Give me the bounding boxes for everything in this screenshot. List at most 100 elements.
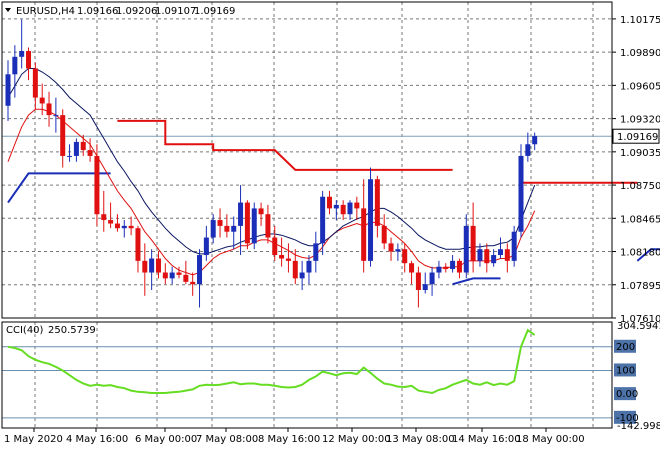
candle — [73, 138, 79, 162]
candle-body — [409, 263, 415, 273]
time-label: 13 May 08:00 — [386, 434, 455, 445]
candle-body — [197, 255, 203, 285]
candle-body — [456, 260, 462, 273]
candle — [415, 266, 421, 308]
cci-scale-label: -142.9987 — [617, 421, 660, 432]
candle-body — [285, 258, 291, 261]
candle — [347, 200, 353, 221]
candle-body — [320, 196, 326, 244]
candle-body — [504, 249, 510, 261]
candle — [313, 231, 319, 273]
price-label: 1.08750 — [620, 181, 660, 192]
candle-body — [183, 274, 189, 282]
price-label: 1.09890 — [620, 48, 660, 59]
candle-body — [251, 208, 257, 244]
ohlc-open: 1.09166 — [77, 6, 118, 17]
cci-scale-label: 200 — [616, 342, 635, 353]
candle — [258, 202, 264, 226]
candle — [162, 263, 168, 285]
cci-scale-label: 100 — [616, 365, 635, 376]
candle — [53, 97, 59, 133]
support-line — [636, 248, 660, 262]
candle-body — [470, 225, 476, 261]
candle-body — [429, 272, 435, 285]
candle-body — [484, 249, 490, 264]
candle-body — [231, 225, 237, 232]
candle-body — [39, 97, 45, 104]
candle-body — [217, 220, 223, 226]
candle — [285, 243, 291, 273]
candle — [326, 190, 332, 215]
candle-body — [121, 225, 127, 229]
price-label: 1.09605 — [620, 81, 660, 92]
ohlc-low: 1.09107 — [155, 6, 196, 17]
candle — [306, 255, 312, 285]
candle-body — [26, 50, 32, 69]
candle — [155, 251, 161, 279]
candle-body — [190, 281, 196, 285]
candle-body — [73, 141, 79, 156]
candle-body — [128, 225, 134, 229]
candle-body — [497, 249, 503, 256]
candle-body — [361, 208, 367, 261]
dropdown-triangle-icon[interactable] — [5, 8, 11, 12]
cci-scale-label: 304.5941 — [617, 321, 660, 332]
candle-body — [511, 231, 517, 261]
candle — [39, 83, 45, 116]
axes-labels: 1.10175 1.09890 1.09605 1.09320 1.09035 1.087… — [4, 15, 660, 445]
candle — [149, 249, 155, 291]
candle — [340, 200, 346, 221]
candle — [67, 144, 73, 162]
time-label: 8 May 16:00 — [258, 434, 320, 445]
candle — [210, 214, 216, 244]
candle — [450, 255, 456, 273]
candle — [244, 200, 250, 250]
candle-body — [224, 225, 230, 232]
candle — [443, 263, 449, 273]
candle — [402, 243, 408, 273]
candle-body — [135, 228, 141, 261]
candle-body — [299, 272, 305, 279]
candle — [388, 237, 394, 261]
candle-body — [19, 50, 25, 57]
candle-body — [354, 202, 360, 209]
candle-body — [368, 179, 374, 261]
chart-header: EURUSD,H4 1.09166 1.09206 1.09107 1.0916… — [5, 6, 235, 17]
time-label: 14 May 16:00 — [452, 434, 521, 445]
price-label: 1.07610 — [620, 314, 660, 325]
candle — [224, 214, 230, 238]
candle-body — [32, 68, 38, 98]
candle — [265, 204, 271, 244]
symbol-label: EURUSD,H4 — [16, 6, 75, 17]
candle-body — [101, 214, 107, 221]
candle — [238, 185, 244, 256]
candle — [436, 260, 442, 279]
candle — [197, 249, 203, 308]
cci-level-badge — [614, 410, 636, 424]
candle-body — [12, 56, 18, 75]
candle — [374, 175, 380, 238]
candle — [333, 200, 339, 221]
candle — [94, 144, 100, 226]
chart-grid — [2, 2, 612, 428]
current-price-box — [612, 128, 660, 144]
price-label: 1.08465 — [620, 214, 660, 225]
candle-body — [463, 225, 469, 273]
ma-fast-line — [7, 108, 536, 276]
candle-body — [415, 272, 421, 291]
candle-body — [347, 202, 353, 215]
candle — [484, 243, 490, 273]
ma-slow-line — [7, 68, 536, 255]
candle — [381, 214, 387, 250]
time-label: 6 May 00:00 — [135, 434, 197, 445]
candle — [101, 190, 107, 232]
candle — [190, 272, 196, 296]
candle — [87, 138, 93, 162]
candle-body — [244, 202, 250, 244]
candle-body — [162, 272, 168, 279]
main-pane-frame — [1, 1, 613, 319]
ohlc-high: 1.09206 — [116, 6, 157, 17]
candle — [231, 216, 237, 250]
cci-indicator — [7, 328, 536, 395]
